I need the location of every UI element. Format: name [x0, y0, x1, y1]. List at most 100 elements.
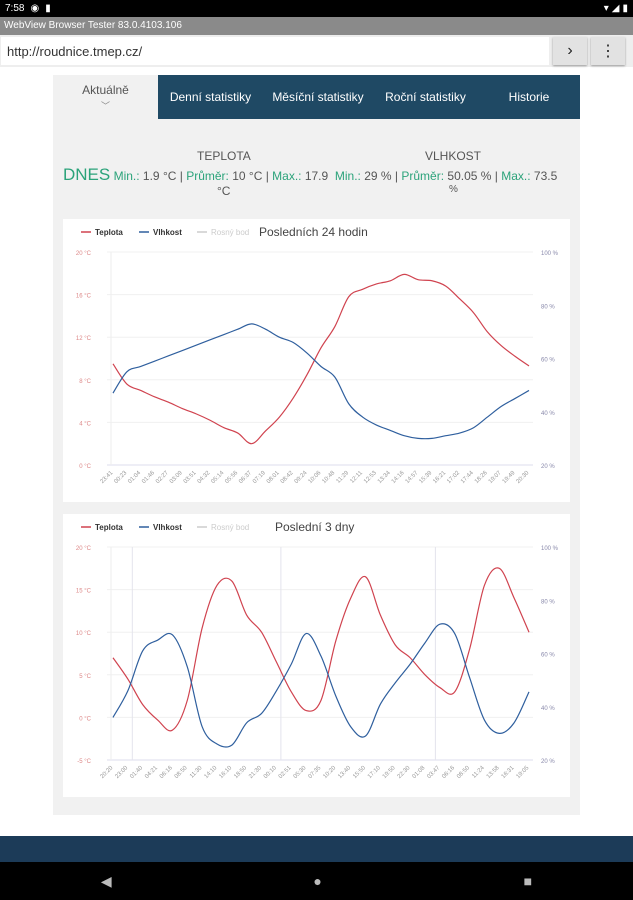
hum-avg: 50.05 % | [444, 169, 502, 183]
hum-unit: % [449, 184, 458, 195]
x-tick: 16:31 [501, 765, 516, 780]
url-input[interactable]: http://roudnice.tmep.cz/ [1, 37, 549, 65]
x-tick: 19:07 [488, 470, 503, 485]
temp-min: 1.9 °C | [139, 169, 187, 183]
x-tick: 15:50 [352, 765, 367, 780]
go-button[interactable]: › [553, 37, 587, 65]
y-right-tick: 60 % [541, 653, 555, 659]
series-teplota [112, 567, 530, 732]
x-tick: 07:19 [252, 470, 267, 485]
x-tick: 19:05 [516, 765, 531, 780]
temp-min-label: Min.: [113, 169, 140, 183]
menu-button[interactable]: ⋮ [591, 37, 625, 65]
tab-rocni-statistiky[interactable]: Roční statistiky [373, 75, 478, 119]
x-tick: 02:51 [278, 765, 293, 780]
y-left-tick: 0 °C [79, 464, 91, 470]
x-tick: 12:11 [349, 470, 364, 485]
y-left-tick: 10 °C [76, 631, 92, 637]
x-tick: 05:56 [224, 470, 239, 485]
home-icon[interactable]: ● [313, 873, 322, 889]
x-tick: 04:32 [197, 470, 212, 485]
stats-line: DNES Min.: 1.9 °C | Průměr: 10 °C | Max.… [63, 165, 557, 185]
x-tick: 08:50 [456, 765, 471, 780]
x-tick: 10:06 [308, 470, 323, 485]
tab-bar: Aktuálně ﹀ Denní statistiky Měsíční stati… [53, 75, 580, 119]
x-tick: 00:23 [113, 470, 128, 485]
x-tick: 17:10 [367, 765, 382, 780]
notification-icon: ◉ [30, 3, 40, 14]
y-right-tick: 20 % [541, 464, 555, 470]
y-left-tick: 5 °C [79, 674, 91, 680]
x-tick: 17:44 [460, 470, 475, 485]
y-right-tick: 100 % [541, 546, 559, 552]
x-tick: 14:16 [391, 470, 406, 485]
chart-title: Poslední 3 dny [275, 520, 354, 534]
y-left-tick: 4 °C [79, 421, 91, 427]
y-left-tick: 16 °C [76, 294, 92, 300]
back-icon[interactable]: ◀ [100, 872, 112, 889]
temp-unit: °C [217, 184, 231, 198]
signal-icon: ◢ [611, 3, 620, 14]
hum-min: 29 % | [360, 169, 402, 183]
x-tick: 08:01 [266, 470, 281, 485]
tab-label: Aktuálně [82, 82, 129, 97]
x-tick: 13:34 [377, 470, 392, 485]
x-tick: 20:20 [100, 765, 115, 780]
x-tick: 03:09 [169, 470, 184, 485]
x-tick: 01:08 [412, 765, 427, 780]
x-tick: 01:40 [129, 765, 144, 780]
y-right-tick: 40 % [541, 706, 555, 712]
status-bar: 7:58 ◉ ▮ ▾ ◢ ▮ [0, 0, 633, 17]
x-tick: 14:10 [204, 765, 219, 780]
y-right-tick: 60 % [541, 358, 555, 364]
today-label: DNES [63, 165, 111, 184]
x-tick: 06:16 [159, 765, 174, 780]
y-left-tick: -5 °C [77, 759, 91, 765]
temp-max: 17.9 [301, 169, 329, 183]
y-left-tick: 0 °C [79, 716, 91, 722]
temp-max-label: Max.: [272, 169, 302, 183]
recents-icon[interactable]: ■ [523, 873, 533, 889]
x-tick: 10:48 [321, 470, 336, 485]
x-tick: 08:50 [174, 765, 189, 780]
chevron-right-icon: › [567, 42, 573, 59]
hum-max-label: Max.: [501, 169, 531, 183]
hum-min-label: Min.: [334, 169, 361, 183]
x-tick: 06:16 [441, 765, 456, 780]
y-left-tick: 8 °C [79, 379, 91, 385]
x-tick: 14:57 [405, 470, 420, 485]
legend-teplota: Teplota [95, 228, 123, 237]
chart-3days: Teplota Vlhkost Rosný bod Poslední 3 dny -5 … [63, 514, 570, 797]
more-vert-icon: ⋮ [600, 43, 616, 60]
tab-mesicni-statistiky[interactable]: Měsíční statistiky [263, 75, 373, 119]
tab-denni-statistiky[interactable]: Denní statistiky [158, 75, 263, 119]
legend-vlhkost: Vlhkost [153, 228, 182, 237]
y-left-tick: 20 °C [76, 251, 92, 257]
y-right-tick: 80 % [541, 304, 555, 310]
x-tick: 19:49 [502, 470, 517, 485]
legend-rosný-bod: Rosný bod [211, 523, 249, 532]
y-right-tick: 80 % [541, 599, 555, 605]
y-right-tick: 40 % [541, 411, 555, 417]
y-right-tick: 100 % [541, 251, 559, 257]
chart-24h: Teplota Vlhkost Rosný bod Posledních 24 hod… [63, 219, 570, 502]
humidity-heading: VLHKOST [425, 149, 482, 163]
hum-max: 73.5 [530, 169, 558, 183]
y-right-tick: 20 % [541, 759, 555, 765]
legend-teplota: Teplota [95, 523, 123, 532]
legend-vlhkost: Vlhkost [153, 523, 182, 532]
x-tick: 22:30 [397, 765, 412, 780]
sd-card-icon: ▮ [45, 3, 51, 14]
x-tick: 10:20 [322, 765, 337, 780]
x-tick: 21:30 [248, 765, 263, 780]
tab-historie[interactable]: Historie [478, 75, 580, 119]
x-tick: 02:27 [155, 470, 170, 485]
x-tick: 11:29 [336, 470, 351, 485]
tab-aktualne[interactable]: Aktuálně ﹀ [53, 75, 158, 119]
x-tick: 11:30 [189, 765, 204, 780]
chart-title: Posledních 24 hodin [259, 225, 368, 239]
legend-rosný-bod: Rosný bod [211, 228, 249, 237]
app-title: WebView Browser Tester 83.0.4103.106 [0, 17, 633, 35]
hum-avg-label: Průměr: [401, 169, 445, 183]
x-tick: 00:10 [263, 765, 278, 780]
